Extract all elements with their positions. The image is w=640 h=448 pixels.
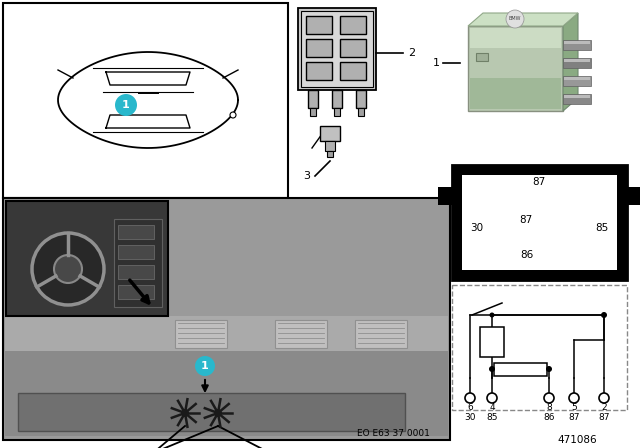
Text: EO E63 37 0001: EO E63 37 0001: [357, 428, 430, 438]
Bar: [118, 265, 154, 279]
Bar: [275, 320, 327, 348]
Bar: [306, 39, 332, 57]
Circle shape: [54, 255, 82, 283]
Circle shape: [115, 94, 137, 116]
Bar: [325, 141, 335, 151]
Circle shape: [489, 366, 495, 372]
Bar: [298, 8, 376, 90]
Bar: [563, 76, 591, 86]
Bar: [358, 108, 364, 116]
Text: 2: 2: [601, 404, 607, 413]
Bar: [310, 108, 316, 116]
Text: 471086: 471086: [557, 435, 597, 445]
Polygon shape: [563, 13, 578, 111]
Bar: [468, 26, 563, 111]
Bar: [563, 94, 591, 104]
Bar: [563, 40, 591, 50]
Bar: [470, 28, 561, 48]
Bar: [340, 16, 366, 34]
Text: 85: 85: [596, 223, 609, 233]
Circle shape: [506, 10, 524, 28]
Bar: [462, 175, 617, 270]
Bar: [306, 16, 332, 34]
Circle shape: [546, 366, 552, 372]
Circle shape: [601, 312, 607, 318]
Bar: [494, 363, 547, 376]
Bar: [480, 327, 504, 357]
Text: 87: 87: [532, 177, 546, 187]
Bar: [340, 39, 366, 57]
Circle shape: [599, 393, 609, 403]
Text: 5: 5: [571, 404, 577, 413]
Text: 2: 2: [408, 48, 415, 58]
Bar: [470, 78, 561, 109]
Circle shape: [214, 409, 222, 417]
Bar: [118, 225, 154, 239]
Circle shape: [487, 393, 497, 403]
Bar: [118, 245, 154, 259]
Circle shape: [465, 393, 475, 403]
Text: 87: 87: [568, 413, 580, 422]
Bar: [5, 316, 448, 351]
Text: 6: 6: [467, 404, 473, 413]
Circle shape: [181, 409, 189, 417]
Circle shape: [32, 233, 104, 305]
Bar: [3, 3, 288, 198]
Text: 1: 1: [122, 100, 130, 110]
Bar: [6, 201, 168, 316]
Text: 1: 1: [433, 58, 440, 68]
Text: 30: 30: [470, 223, 483, 233]
Circle shape: [569, 393, 579, 403]
Bar: [175, 320, 227, 348]
Circle shape: [490, 313, 495, 318]
Bar: [340, 62, 366, 80]
Bar: [327, 151, 333, 157]
Text: 3: 3: [303, 171, 310, 181]
Bar: [356, 90, 366, 108]
Text: 1: 1: [201, 361, 209, 371]
Text: BMW: BMW: [509, 17, 521, 22]
Bar: [3, 198, 450, 440]
Bar: [563, 58, 591, 68]
Circle shape: [230, 112, 236, 118]
Bar: [355, 320, 407, 348]
Text: 86: 86: [543, 413, 555, 422]
Bar: [564, 77, 590, 80]
Bar: [5, 351, 448, 436]
Text: 8: 8: [546, 404, 552, 413]
Text: 86: 86: [520, 250, 533, 260]
Bar: [332, 90, 342, 108]
Bar: [334, 108, 340, 116]
Circle shape: [544, 393, 554, 403]
Text: 87: 87: [520, 215, 532, 225]
Polygon shape: [468, 13, 578, 26]
Bar: [306, 62, 332, 80]
Bar: [301, 11, 373, 87]
Bar: [320, 126, 340, 141]
Bar: [18, 393, 405, 431]
Text: 30: 30: [464, 413, 476, 422]
Bar: [452, 165, 627, 280]
Bar: [476, 53, 488, 61]
Bar: [5, 316, 448, 351]
Text: 4: 4: [489, 404, 495, 413]
Bar: [438, 187, 452, 205]
Circle shape: [195, 356, 215, 376]
Bar: [452, 285, 627, 410]
Text: 85: 85: [486, 413, 498, 422]
Bar: [114, 219, 162, 307]
Bar: [564, 59, 590, 62]
Bar: [308, 90, 318, 108]
Text: 87: 87: [598, 413, 610, 422]
Bar: [118, 285, 154, 299]
Bar: [564, 41, 590, 44]
Bar: [627, 187, 640, 205]
Bar: [564, 95, 590, 98]
